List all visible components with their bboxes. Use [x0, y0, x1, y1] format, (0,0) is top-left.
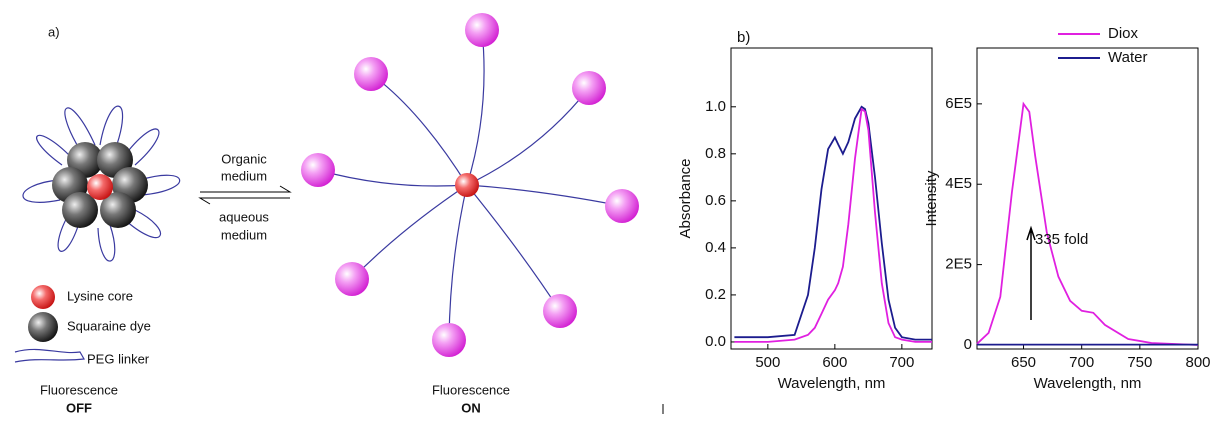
peg-loops	[22, 105, 181, 262]
x-tick-label: 650	[1011, 354, 1036, 371]
state-text: ON	[461, 400, 481, 415]
x-axis-label: Wavelength, nm	[778, 375, 886, 392]
y-axis-label: Intensity	[923, 170, 940, 226]
y-tick-label: 0	[964, 336, 972, 353]
condition-text: medium	[221, 168, 267, 183]
y-tick-label: 0.0	[705, 333, 726, 350]
arrow	[198, 197, 290, 205]
y-tick-label: 2E5	[945, 256, 972, 273]
legend-text: PEG linker	[87, 351, 150, 366]
plot-frame	[976, 47, 1199, 350]
legend-core	[31, 285, 55, 309]
y-axis-label: Absorbance	[677, 158, 694, 238]
y-tick-label: 6E5	[945, 95, 972, 112]
annotation: 335 fold	[1035, 231, 1088, 248]
annotation-arrow	[1026, 225, 1036, 320]
arrow	[200, 185, 292, 193]
legend-text: Lysine core	[67, 288, 133, 303]
series-line	[734, 107, 932, 343]
state-text: Fluorescence	[432, 382, 510, 397]
series-line	[976, 101, 1199, 346]
y-tick-label: 1.0	[705, 98, 726, 115]
x-tick-label: 700	[1069, 354, 1094, 371]
plot-frame	[730, 47, 933, 350]
condition-text: aqueous	[219, 209, 269, 224]
y-tick-label: 4E5	[945, 175, 972, 192]
x-tick-label: 800	[1185, 354, 1210, 371]
legend-label: Diox	[1108, 25, 1139, 42]
legend-dye	[28, 312, 58, 342]
y-tick-label: 0.8	[705, 145, 726, 162]
panel-a: a) Lysine core Squaraine dye PEG linker …	[14, 13, 664, 415]
x-tick-label: 600	[822, 354, 847, 371]
x-tick-label: 700	[889, 354, 914, 371]
x-tick-label: 750	[1127, 354, 1152, 371]
legend-peg	[14, 348, 85, 363]
series-line	[734, 105, 932, 341]
state-text: OFF	[66, 400, 92, 415]
condition-text: medium	[221, 227, 267, 242]
legend-text: Squaraine dye	[67, 318, 151, 333]
panel-label: a)	[48, 24, 60, 39]
squaraine-cluster	[52, 142, 148, 228]
panel-label: b)	[737, 29, 750, 46]
condition-text: Organic	[221, 151, 267, 166]
x-tick-label: 500	[755, 354, 780, 371]
legend-label: Water	[1108, 49, 1147, 66]
y-tick-label: 0.6	[705, 192, 726, 209]
dye-spheres	[301, 13, 639, 357]
panel-b: 500 600 700 0.0 0.2 0.4 0.6 0.8 1.0 Wavelength, n…	[677, 25, 1211, 392]
state-text: Fluorescence	[40, 382, 118, 397]
x-axis-label: Wavelength, nm	[1034, 375, 1142, 392]
y-tick-label: 0.2	[705, 286, 726, 303]
y-tick-label: 0.4	[705, 239, 726, 256]
